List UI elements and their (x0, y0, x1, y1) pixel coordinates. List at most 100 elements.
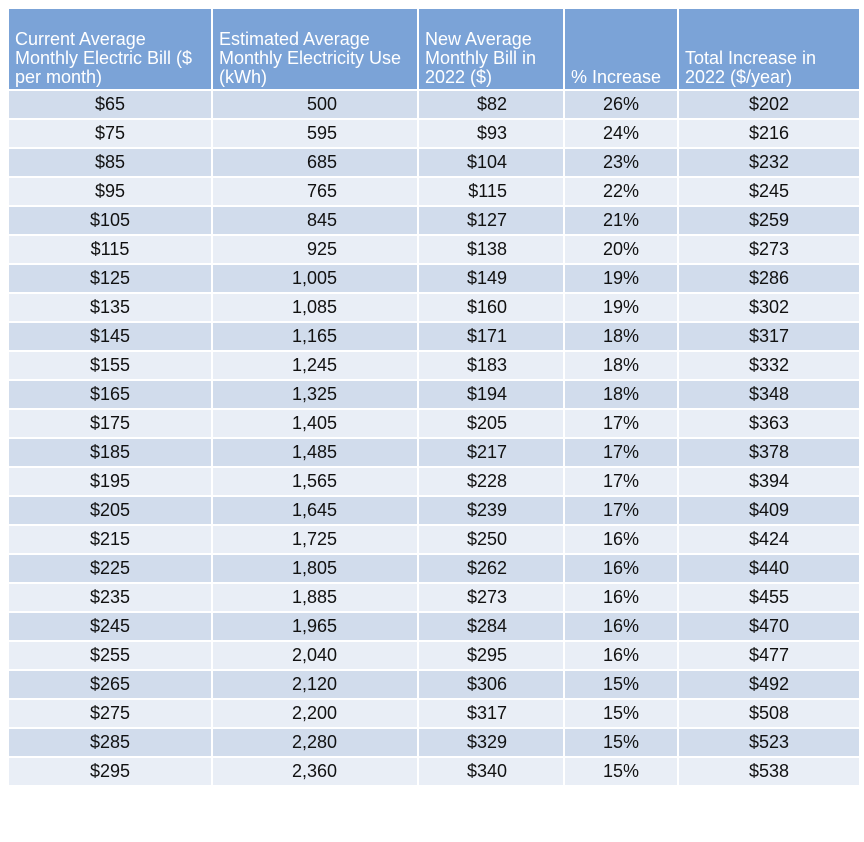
table-row: $295 2,360 $340 15% $538 (7, 756, 861, 787)
table-cell: $329 (417, 727, 565, 758)
table-cell: $286 (677, 263, 861, 294)
table-cell: $306 (417, 669, 565, 700)
table-body: $65 500 $82 26% $202 $75 595 $93 24% $216 $85 685 $1… (7, 89, 861, 787)
table-cell: $155 (7, 350, 213, 381)
table-cell: $538 (677, 756, 861, 787)
table-cell: 17% (563, 408, 679, 439)
table-cell: 1,165 (211, 321, 419, 352)
table-cell: $138 (417, 234, 565, 265)
table-cell: 18% (563, 321, 679, 352)
table-cell: $255 (7, 640, 213, 671)
table-row: $65 500 $82 26% $202 (7, 89, 861, 120)
table-cell: $115 (417, 176, 565, 207)
table-cell: 15% (563, 756, 679, 787)
table-cell: $95 (7, 176, 213, 207)
table-cell: $205 (7, 495, 213, 526)
table-cell: $348 (677, 379, 861, 410)
table-cell: 15% (563, 698, 679, 729)
table-cell: $127 (417, 205, 565, 236)
table-cell: 845 (211, 205, 419, 236)
table-cell: 765 (211, 176, 419, 207)
table-row: $155 1,245 $183 18% $332 (7, 350, 861, 381)
table-cell: 2,280 (211, 727, 419, 758)
table-row: $165 1,325 $194 18% $348 (7, 379, 861, 410)
table-cell: 24% (563, 118, 679, 149)
table-cell: 1,725 (211, 524, 419, 555)
table-cell: $175 (7, 408, 213, 439)
table-cell: $135 (7, 292, 213, 323)
table-cell: $470 (677, 611, 861, 642)
table-row: $275 2,200 $317 15% $508 (7, 698, 861, 729)
table-row: $205 1,645 $239 17% $409 (7, 495, 861, 526)
table-cell: 1,965 (211, 611, 419, 642)
table-cell: $409 (677, 495, 861, 526)
table-cell: 15% (563, 727, 679, 758)
table-cell: 2,360 (211, 756, 419, 787)
table-row: $105 845 $127 21% $259 (7, 205, 861, 236)
table-cell: $523 (677, 727, 861, 758)
table-cell: $394 (677, 466, 861, 497)
table-cell: $171 (417, 321, 565, 352)
table-cell: $302 (677, 292, 861, 323)
table-row: $255 2,040 $295 16% $477 (7, 640, 861, 671)
table-cell: 17% (563, 466, 679, 497)
table-cell: 2,120 (211, 669, 419, 700)
table-cell: $262 (417, 553, 565, 584)
table-cell: 16% (563, 611, 679, 642)
table-cell: $259 (677, 205, 861, 236)
table-cell: $378 (677, 437, 861, 468)
table-cell: $477 (677, 640, 861, 671)
table-cell: $104 (417, 147, 565, 178)
table-cell: $332 (677, 350, 861, 381)
column-header: % Increase (563, 7, 679, 91)
table-cell: $145 (7, 321, 213, 352)
table-cell: $245 (7, 611, 213, 642)
table-cell: $273 (417, 582, 565, 613)
table-cell: 17% (563, 437, 679, 468)
table-cell: $295 (7, 756, 213, 787)
table-cell: 2,040 (211, 640, 419, 671)
table-cell: 15% (563, 669, 679, 700)
table-cell: $160 (417, 292, 565, 323)
table-cell: $273 (677, 234, 861, 265)
table-cell: $105 (7, 205, 213, 236)
table-cell: $228 (417, 466, 565, 497)
table-row: $225 1,805 $262 16% $440 (7, 553, 861, 584)
table-cell: $424 (677, 524, 861, 555)
table-cell: $205 (417, 408, 565, 439)
table-cell: 500 (211, 89, 419, 120)
table-row: $75 595 $93 24% $216 (7, 118, 861, 149)
table-cell: $115 (7, 234, 213, 265)
electric-bill-table: Current Average Monthly Electric Bill ($… (7, 7, 861, 787)
table-row: $115 925 $138 20% $273 (7, 234, 861, 265)
column-header: Current Average Monthly Electric Bill ($… (7, 7, 213, 91)
table-cell: $275 (7, 698, 213, 729)
table-cell: 1,245 (211, 350, 419, 381)
table-cell: 1,485 (211, 437, 419, 468)
table-row: $125 1,005 $149 19% $286 (7, 263, 861, 294)
column-header: Estimated Average Monthly Electricity Us… (211, 7, 419, 91)
table-cell: $363 (677, 408, 861, 439)
table-cell: 16% (563, 582, 679, 613)
table-cell: 925 (211, 234, 419, 265)
table-cell: $216 (677, 118, 861, 149)
table-cell: 1,885 (211, 582, 419, 613)
header-row: Current Average Monthly Electric Bill ($… (7, 7, 861, 91)
table-row: $285 2,280 $329 15% $523 (7, 727, 861, 758)
table-cell: 18% (563, 379, 679, 410)
table-cell: 26% (563, 89, 679, 120)
table-cell: $75 (7, 118, 213, 149)
table-cell: $165 (7, 379, 213, 410)
table-cell: 21% (563, 205, 679, 236)
table-cell: 1,085 (211, 292, 419, 323)
table-row: $95 765 $115 22% $245 (7, 176, 861, 207)
table-cell: $202 (677, 89, 861, 120)
table-cell: 16% (563, 553, 679, 584)
table-row: $85 685 $104 23% $232 (7, 147, 861, 178)
table-cell: $225 (7, 553, 213, 584)
table-cell: 1,565 (211, 466, 419, 497)
table-cell: 19% (563, 263, 679, 294)
table-cell: 1,645 (211, 495, 419, 526)
table-row: $185 1,485 $217 17% $378 (7, 437, 861, 468)
table-cell: 1,405 (211, 408, 419, 439)
